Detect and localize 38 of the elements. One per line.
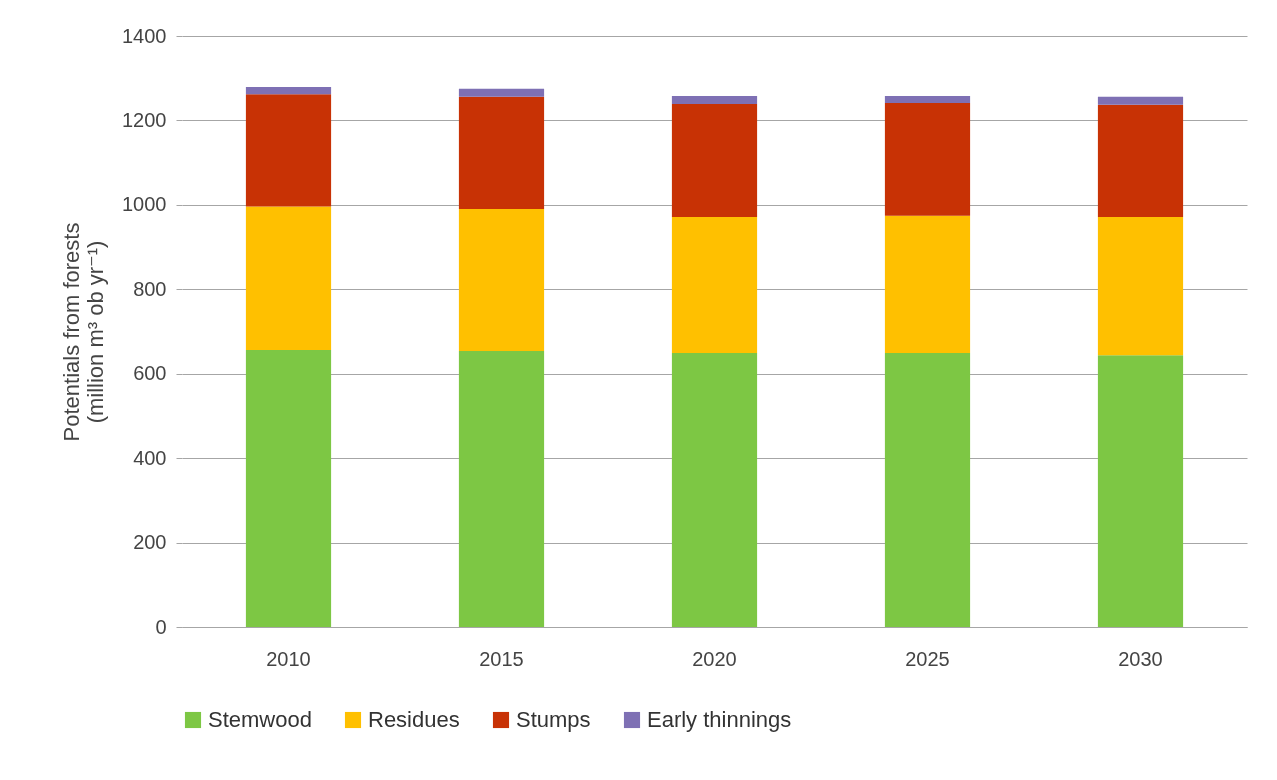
bar xyxy=(1097,96,1184,105)
y-tick-label: 600 xyxy=(133,362,167,385)
bar xyxy=(245,94,332,207)
x-tick-label: 2020 xyxy=(692,647,737,670)
y-axis-title: Potentials from forests (million m³ ob yr⁻¹) xyxy=(59,222,109,442)
y-tick-label: 1200 xyxy=(122,108,167,131)
bar xyxy=(884,103,971,216)
x-tick-label: 2015 xyxy=(479,647,524,670)
bar xyxy=(1097,104,1184,218)
bar xyxy=(671,95,758,104)
bar xyxy=(1097,355,1184,627)
bar xyxy=(245,87,332,95)
legend-label: Residues xyxy=(368,707,460,732)
bar xyxy=(458,350,545,627)
bar xyxy=(884,353,971,627)
bar xyxy=(884,95,971,104)
y-tick-label: 1000 xyxy=(122,193,167,216)
y-tick-label: 1400 xyxy=(122,24,167,47)
bar xyxy=(884,215,971,354)
y-tick-label: 200 xyxy=(133,531,167,554)
x-tick-label: 2010 xyxy=(266,647,311,670)
legend-label: Stemwood xyxy=(208,707,312,732)
bar xyxy=(458,88,545,97)
y-tick-label: 800 xyxy=(133,277,167,300)
bar xyxy=(245,350,332,627)
bar xyxy=(1097,217,1184,356)
legend-label: Stumps xyxy=(516,707,591,732)
bar xyxy=(245,206,332,351)
bar xyxy=(671,103,758,218)
x-tick-label: 2025 xyxy=(905,647,950,670)
bar xyxy=(671,217,758,354)
bar xyxy=(458,209,545,351)
y-tick-label: 0 xyxy=(155,615,167,638)
x-tick-label: 2030 xyxy=(1118,647,1163,670)
bar xyxy=(458,96,545,210)
y-tick-label: 400 xyxy=(133,446,167,469)
bar xyxy=(671,353,758,627)
legend-label: Early thinnings xyxy=(647,707,792,732)
